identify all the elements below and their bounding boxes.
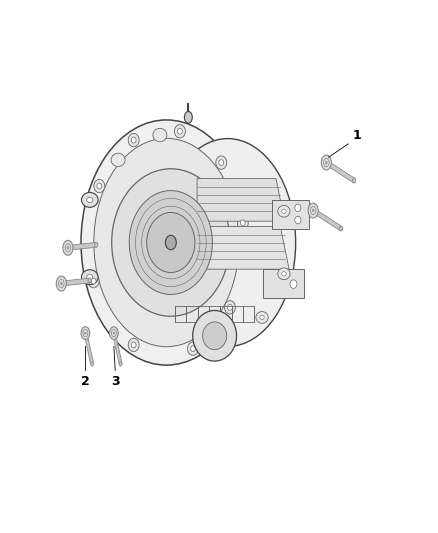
Text: 1: 1 xyxy=(353,130,361,142)
Ellipse shape xyxy=(81,192,98,207)
Ellipse shape xyxy=(295,204,301,212)
Ellipse shape xyxy=(153,128,167,142)
Ellipse shape xyxy=(110,327,118,340)
Ellipse shape xyxy=(216,156,227,169)
Ellipse shape xyxy=(193,310,237,361)
Ellipse shape xyxy=(308,203,318,218)
Ellipse shape xyxy=(177,128,182,134)
Ellipse shape xyxy=(81,120,252,365)
Polygon shape xyxy=(61,278,90,286)
Ellipse shape xyxy=(113,332,115,334)
Ellipse shape xyxy=(87,197,93,203)
Text: 3: 3 xyxy=(111,375,120,387)
Text: 2: 2 xyxy=(81,375,90,387)
Ellipse shape xyxy=(202,322,227,350)
Ellipse shape xyxy=(87,274,93,280)
Polygon shape xyxy=(312,208,342,231)
Ellipse shape xyxy=(160,139,296,346)
Ellipse shape xyxy=(312,209,314,212)
Polygon shape xyxy=(197,179,285,221)
Ellipse shape xyxy=(88,274,99,288)
Polygon shape xyxy=(197,227,289,269)
Ellipse shape xyxy=(219,160,224,166)
Ellipse shape xyxy=(237,216,248,230)
Ellipse shape xyxy=(94,179,105,193)
Ellipse shape xyxy=(278,268,290,280)
Ellipse shape xyxy=(128,338,139,352)
Ellipse shape xyxy=(131,342,136,348)
Ellipse shape xyxy=(325,161,327,164)
Ellipse shape xyxy=(191,346,195,352)
Ellipse shape xyxy=(295,216,301,224)
Ellipse shape xyxy=(260,316,264,320)
Ellipse shape xyxy=(63,240,73,255)
Ellipse shape xyxy=(91,278,96,284)
Ellipse shape xyxy=(282,272,286,276)
Ellipse shape xyxy=(147,213,195,272)
Ellipse shape xyxy=(187,342,198,356)
Ellipse shape xyxy=(174,125,185,138)
Ellipse shape xyxy=(282,209,286,213)
Ellipse shape xyxy=(95,243,98,247)
Polygon shape xyxy=(113,333,122,365)
Ellipse shape xyxy=(81,327,90,340)
Ellipse shape xyxy=(131,137,136,143)
Polygon shape xyxy=(272,200,309,229)
Ellipse shape xyxy=(88,278,91,283)
Ellipse shape xyxy=(240,220,245,226)
Ellipse shape xyxy=(227,304,232,310)
Ellipse shape xyxy=(321,155,332,170)
Ellipse shape xyxy=(166,236,176,249)
Ellipse shape xyxy=(128,133,139,147)
Ellipse shape xyxy=(60,282,62,285)
Ellipse shape xyxy=(353,178,356,183)
Ellipse shape xyxy=(67,247,69,249)
Ellipse shape xyxy=(256,312,268,324)
Ellipse shape xyxy=(112,169,230,316)
Ellipse shape xyxy=(85,332,86,334)
Ellipse shape xyxy=(184,111,192,123)
Ellipse shape xyxy=(91,362,94,366)
Ellipse shape xyxy=(224,301,235,314)
Polygon shape xyxy=(68,243,96,250)
Ellipse shape xyxy=(81,270,98,285)
Ellipse shape xyxy=(278,205,290,217)
Ellipse shape xyxy=(290,280,297,288)
Ellipse shape xyxy=(94,138,239,346)
Ellipse shape xyxy=(97,183,102,189)
Ellipse shape xyxy=(339,226,343,231)
Ellipse shape xyxy=(129,191,212,294)
Polygon shape xyxy=(325,160,355,183)
Ellipse shape xyxy=(56,276,67,291)
Polygon shape xyxy=(84,333,94,365)
Polygon shape xyxy=(263,269,304,298)
Ellipse shape xyxy=(119,362,122,366)
Ellipse shape xyxy=(111,153,125,166)
